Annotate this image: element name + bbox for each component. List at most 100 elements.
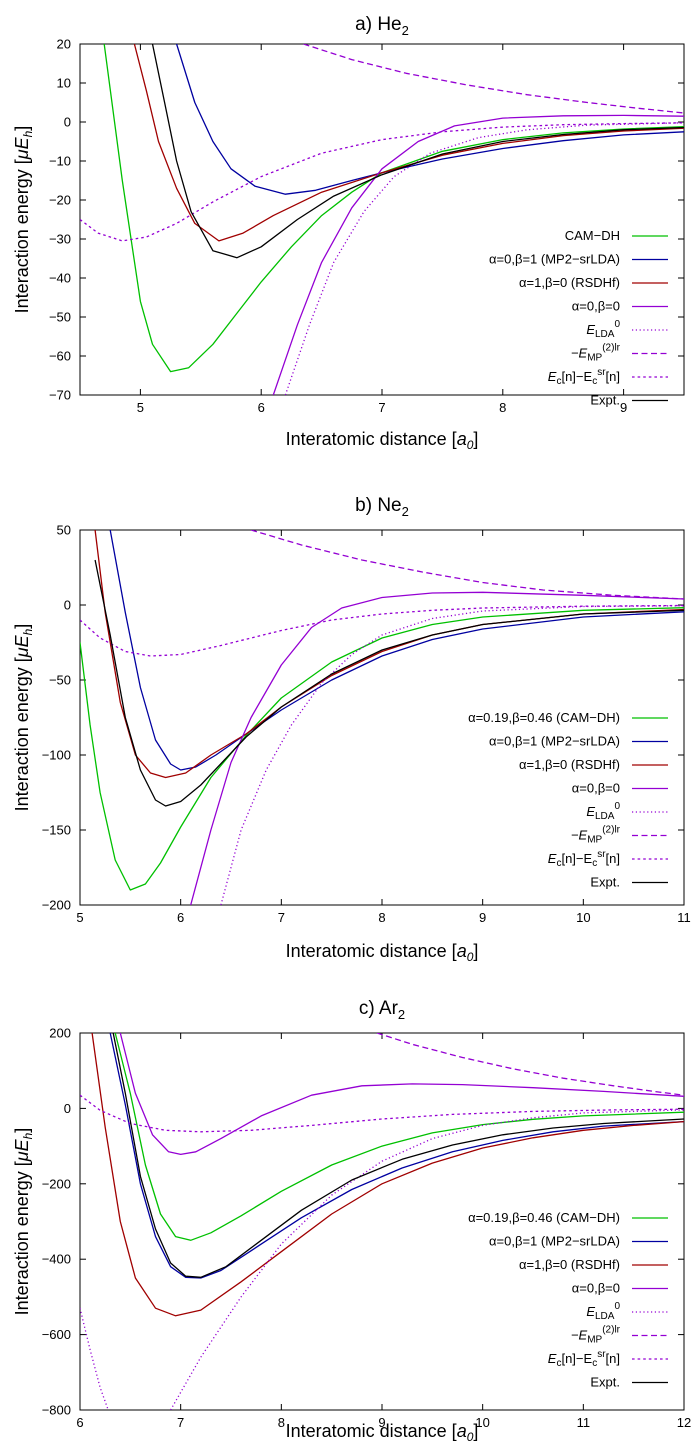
x-tick-label: 9 <box>620 400 627 415</box>
y-tick-label: −600 <box>42 1327 71 1342</box>
y-axis-label: Interaction energy [μEh] <box>12 126 35 314</box>
y-tick-label: −30 <box>49 232 71 247</box>
y-tick-label: −50 <box>49 673 71 688</box>
y-tick-label: −150 <box>42 823 71 838</box>
x-tick-label: 7 <box>378 400 385 415</box>
x-tick-label: 8 <box>278 1415 285 1430</box>
x-tick-label: 11 <box>577 1415 591 1430</box>
panel-c: c) Ar2 6 7 8 9 10 11 12 −800 −600 −400 −200 0 200 Inte… <box>12 998 691 1441</box>
series-line-ecsr <box>80 1094 684 1133</box>
y-axis-label: Interaction energy [μEh] <box>12 624 35 812</box>
y-tick-label: −20 <box>49 193 71 208</box>
series-line-camdh <box>80 607 684 891</box>
series-line-emp <box>303 44 684 114</box>
series-lines <box>80 44 684 395</box>
legend-label-a0b0: α=0,β=0 <box>572 1281 620 1296</box>
x-tick-label: 7 <box>278 910 285 925</box>
series-line-ecsr_extra <box>80 1308 109 1410</box>
series-line-elda <box>284 122 684 395</box>
legend-label-camdh: α=0.19,β=0.46 (CAM−DH) <box>468 710 620 725</box>
legend: α=0.19,β=0.46 (CAM−DH) α=0,β=1 (MP2−srLDA… <box>468 1210 668 1390</box>
series-line-ecsr <box>80 122 684 242</box>
x-tick-label: 9 <box>479 910 486 925</box>
x-tick-label: 11 <box>677 910 691 925</box>
y-tick-label: 0 <box>64 1101 71 1116</box>
y-tick-label: 50 <box>57 523 71 538</box>
legend-label-emp: −EMP(2)lr <box>571 825 621 846</box>
panel-title: c) Ar2 <box>359 998 405 1022</box>
legend-label-rsdhf: α=1,β=0 (RSDHf) <box>519 757 620 772</box>
series-line-camdh <box>103 44 684 373</box>
x-tick-label: 10 <box>576 910 590 925</box>
y-tick-label: −60 <box>49 349 71 364</box>
y-tick-label: −50 <box>49 310 71 325</box>
legend-label-expt: Expt. <box>590 1375 620 1390</box>
series-line-ecsr <box>80 604 684 657</box>
legend: CAM−DH α=0,β=1 (MP2−srLDA) α=1,β=0 (RSDHf)… <box>489 228 668 408</box>
x-tick-label: 12 <box>677 1415 691 1430</box>
legend-label-emp: −EMP(2)lr <box>571 343 621 364</box>
series-line-expt <box>151 44 684 259</box>
legend: α=0.19,β=0.46 (CAM−DH) α=0,β=1 (MP2−srLDA… <box>468 710 668 890</box>
series-line-a0b0 <box>272 114 684 395</box>
x-axis-label: Interatomic distance [a0] <box>286 1421 479 1441</box>
legend-label-mp2: α=0,β=1 (MP2−srLDA) <box>489 1234 620 1249</box>
series-line-emp <box>376 1033 684 1096</box>
legend-label-mp2: α=0,β=1 (MP2−srLDA) <box>489 734 620 749</box>
panel-b: b) Ne2 5 6 7 8 9 10 11 −200 −150 −100 −50 0 50 Interat… <box>12 495 691 964</box>
y-tick-label: 20 <box>57 37 71 52</box>
x-tick-label: 8 <box>378 910 385 925</box>
y-tick-label: 200 <box>49 1026 71 1041</box>
y-tick-label: −200 <box>42 1176 71 1191</box>
x-tick-label: 8 <box>499 400 506 415</box>
legend-label-elda: ELDA0 <box>586 1301 620 1322</box>
legend-label-a0b0: α=0,β=0 <box>572 781 620 796</box>
series-line-mp2 <box>109 530 684 771</box>
y-tick-label: −800 <box>42 1403 71 1418</box>
legend-label-camdh: α=0.19,β=0.46 (CAM−DH) <box>468 1210 620 1225</box>
series-line-emp <box>250 530 684 600</box>
legend-label-elda: ELDA0 <box>586 319 620 340</box>
panel-title: b) Ne2 <box>355 495 409 519</box>
x-axis-label: Interatomic distance [a0] <box>286 429 479 452</box>
x-tick-label: 9 <box>378 1415 385 1430</box>
x-axis-label: Interatomic distance [a0] <box>286 941 479 964</box>
y-tick-label: −400 <box>42 1252 71 1267</box>
legend-label-ecsr: Ec[n]−Ecsr[n] <box>548 367 620 387</box>
series-line-elda <box>170 1109 684 1410</box>
series-line-expt <box>94 559 684 807</box>
y-tick-label: −100 <box>42 748 71 763</box>
series-line-camdh <box>114 1033 684 1241</box>
legend-label-rsdhf: α=1,β=0 (RSDHf) <box>519 275 620 290</box>
series-lines <box>80 530 684 905</box>
x-tick-label: 5 <box>76 910 83 925</box>
legend-label-ecsr: Ec[n]−Ecsr[n] <box>548 1349 620 1369</box>
y-tick-label: −70 <box>49 388 71 403</box>
series-line-mp2 <box>175 44 684 195</box>
x-tick-label: 10 <box>475 1415 489 1430</box>
series-line-a0b0 <box>119 1033 684 1156</box>
x-tick-label: 5 <box>137 400 144 415</box>
y-tick-label: 0 <box>64 115 71 130</box>
series-line-expt <box>112 1033 684 1278</box>
panel-a: a) He2 5 6 7 8 9 −70 −60 −50 −40 −30 −20 −10 0 10 20 Int… <box>12 14 685 452</box>
y-tick-label: −10 <box>49 154 71 169</box>
plot-frame <box>79 43 685 396</box>
series-line-rsdhf <box>91 1033 684 1317</box>
legend-label-elda: ELDA0 <box>586 801 620 822</box>
legend-label-a0b0: α=0,β=0 <box>572 299 620 314</box>
legend-label-expt: Expt. <box>590 875 620 890</box>
x-tick-label: 7 <box>177 1415 184 1430</box>
series-line-mp2 <box>109 1033 684 1279</box>
y-tick-label: −200 <box>42 898 71 913</box>
y-tick-label: 0 <box>64 598 71 613</box>
legend-label-rsdhf: α=1,β=0 (RSDHf) <box>519 1257 620 1272</box>
legend-label-emp: −EMP(2)lr <box>571 1325 621 1346</box>
series-line-elda <box>220 605 684 905</box>
legend-label-mp2: α=0,β=1 (MP2−srLDA) <box>489 252 620 267</box>
series-line-rsdhf <box>133 44 684 242</box>
series-line-a0b0 <box>190 591 684 905</box>
x-tick-label: 6 <box>76 1415 83 1430</box>
y-tick-label: −40 <box>49 271 71 286</box>
